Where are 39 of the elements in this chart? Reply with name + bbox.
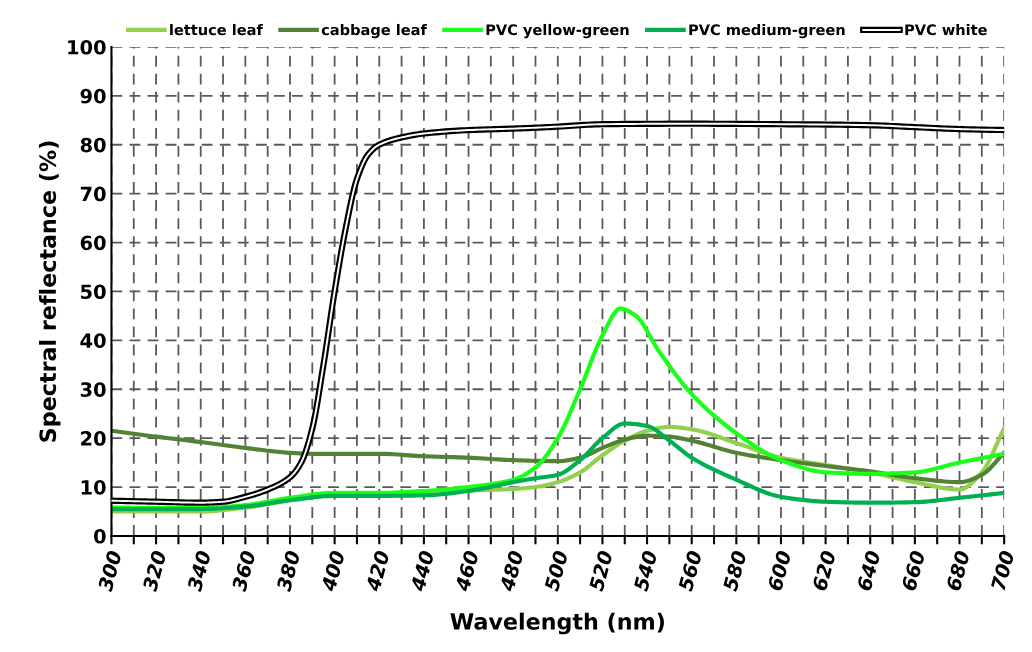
x-tick-label: 320	[142, 549, 167, 593]
y-tick-label: 50	[81, 284, 106, 300]
legend-label: cabbage leaf	[321, 23, 427, 39]
y-tick-label: 40	[80, 333, 106, 349]
x-tick-label: 700	[990, 549, 1015, 591]
x-tick-label: 500	[543, 549, 569, 592]
y-tick-label: 0	[94, 528, 106, 544]
x-axis-title: Wavelength (nm)	[450, 612, 664, 635]
x-tick-label: 660	[901, 549, 926, 592]
x-tick-label: 640	[856, 549, 881, 592]
x-tick-label: 680	[945, 549, 971, 592]
x-tick-label: 520	[588, 549, 613, 592]
x-tick-label: 580	[722, 549, 747, 592]
x-tick-label: 600	[767, 549, 792, 592]
legend-label: PVC medium-green	[689, 23, 845, 39]
legend-label: lettuce leaf	[170, 23, 263, 36]
y-tick-label: 90	[80, 88, 106, 104]
legend-label: PVC white	[905, 23, 987, 36]
legend-label: PVC yellow-green	[486, 23, 629, 39]
x-tick-label: 480	[499, 549, 524, 593]
x-tick-label: 340	[186, 549, 212, 593]
x-tick-label: 400	[320, 549, 346, 593]
x-tick-label: 380	[275, 549, 301, 593]
y-tick-label: 20	[81, 431, 106, 446]
x-tick-label: 460	[454, 549, 480, 593]
y-tick-label: 100	[68, 39, 106, 55]
y-tick-label: 60	[80, 235, 106, 251]
x-tick-label: 440	[409, 549, 435, 593]
x-tick-label: 360	[231, 549, 256, 593]
y-tick-label: 10	[81, 480, 106, 495]
y-axis-title: Spectral reflectance (%)	[38, 141, 61, 442]
x-tick-label: 300	[97, 549, 122, 593]
y-tick-label: 70	[80, 186, 106, 202]
x-tick-label: 420	[365, 549, 390, 593]
y-tick-label: 30	[80, 382, 106, 397]
x-tick-label: 620	[811, 549, 837, 592]
x-tick-label: 560	[677, 549, 703, 592]
x-tick-label: 540	[633, 549, 658, 592]
y-tick-label: 80	[80, 137, 106, 153]
